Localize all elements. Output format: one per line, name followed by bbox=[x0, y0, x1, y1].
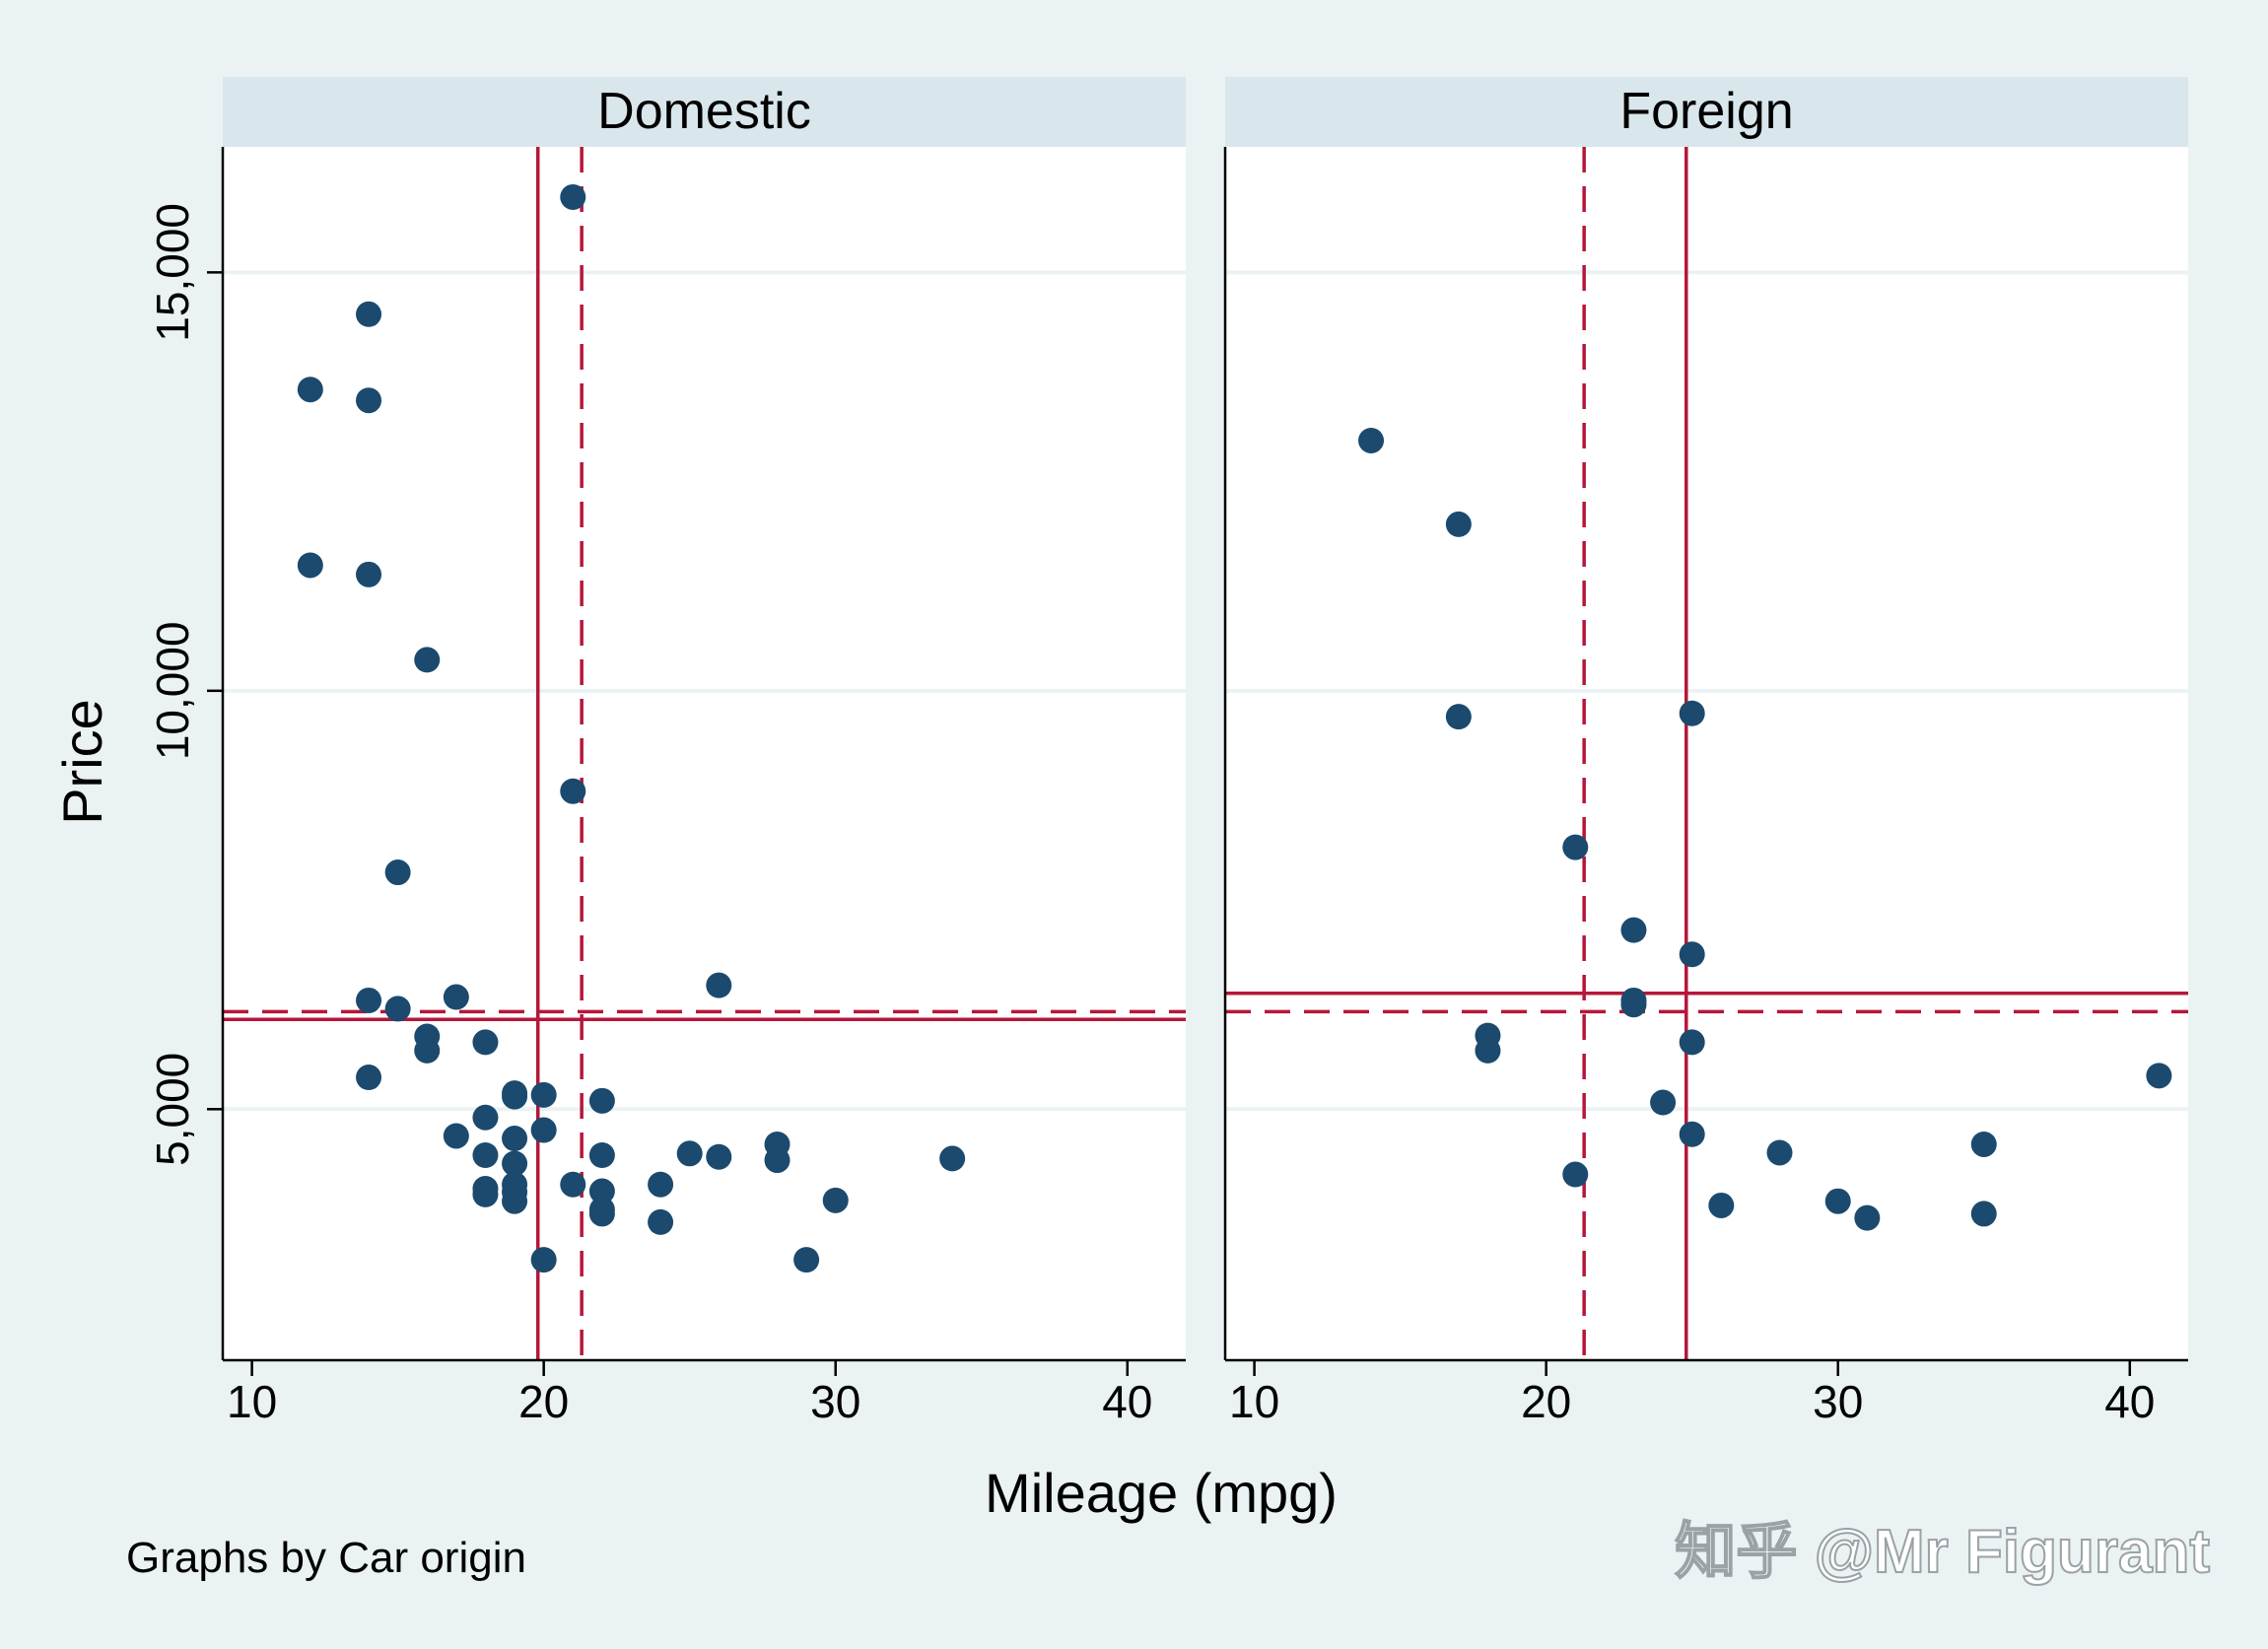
scatter-point bbox=[1620, 917, 1647, 943]
plot-area bbox=[223, 147, 1186, 1360]
scatter-point bbox=[384, 859, 411, 886]
scatter-point bbox=[706, 1143, 732, 1170]
scatter-point bbox=[706, 972, 732, 998]
scatter-point bbox=[588, 1142, 615, 1169]
panel-foreign: Foreign 10 20 30 40 bbox=[1223, 77, 2188, 1427]
x-tick-label: 40 bbox=[1102, 1376, 1152, 1427]
x-axis-title: Mileage (mpg) bbox=[985, 1462, 1338, 1524]
scatter-point bbox=[1358, 427, 1385, 453]
scatter-point bbox=[356, 561, 382, 587]
scatter-point bbox=[356, 987, 382, 1013]
scatter-point bbox=[560, 1171, 586, 1198]
y-tick-label: 10,000 bbox=[147, 621, 198, 760]
x-tick-label: 10 bbox=[227, 1376, 277, 1427]
x-tick-label: 40 bbox=[2104, 1376, 2155, 1427]
scatter-point bbox=[530, 1081, 557, 1108]
scatter-point bbox=[793, 1247, 820, 1273]
scatter-point bbox=[502, 1150, 528, 1177]
panel-title: Foreign bbox=[1619, 83, 1793, 140]
scatter-point bbox=[414, 647, 441, 673]
panel-strip bbox=[1225, 77, 2188, 147]
scatter-point bbox=[1970, 1131, 1997, 1157]
y-tick-label: 15,000 bbox=[147, 203, 198, 342]
scatter-point bbox=[588, 1201, 615, 1227]
scatter-point bbox=[530, 1117, 557, 1143]
scatter-point bbox=[356, 1065, 382, 1091]
scatter-point bbox=[1562, 1161, 1589, 1188]
scatter-point bbox=[472, 1029, 499, 1056]
scatter-point bbox=[1854, 1204, 1881, 1231]
scatter-point bbox=[560, 183, 586, 210]
scatter-point bbox=[443, 1123, 469, 1149]
scatter-point bbox=[443, 984, 469, 1010]
scatter-point bbox=[764, 1147, 790, 1174]
scatter-point bbox=[1679, 1029, 1705, 1056]
scatter-point bbox=[297, 552, 323, 579]
scatter-point bbox=[1679, 700, 1705, 726]
scatter-point bbox=[648, 1171, 674, 1198]
watermark: 知乎 @Mr Figurant bbox=[1675, 1518, 2210, 1586]
scatter-point bbox=[588, 1087, 615, 1114]
x-tick-label: 20 bbox=[1521, 1376, 1571, 1427]
scatter-point bbox=[356, 301, 382, 327]
scatter-point bbox=[2146, 1063, 2172, 1089]
scatter-point bbox=[530, 1247, 557, 1273]
scatter-point bbox=[648, 1208, 674, 1235]
scatter-point bbox=[1445, 704, 1472, 730]
scatter-point bbox=[1766, 1139, 1793, 1166]
scatter-point bbox=[502, 1126, 528, 1152]
scatter-point bbox=[676, 1140, 703, 1167]
chart-panels: Domestic 10 20 30 40 5,000 10,000 15,000 Foreign… bbox=[147, 77, 2188, 1427]
scatter-point bbox=[1679, 1121, 1705, 1147]
y-axis-title: Price bbox=[51, 699, 113, 825]
graph-note: Graphs by Car origin bbox=[126, 1534, 526, 1582]
scatter-point bbox=[502, 1083, 528, 1110]
x-tick-label: 10 bbox=[1229, 1376, 1279, 1427]
scatter-point bbox=[1650, 1089, 1677, 1116]
scatter-point bbox=[384, 996, 411, 1022]
panel-domestic: Domestic 10 20 30 40 5,000 10,000 15,000 bbox=[147, 77, 1186, 1427]
scatter-point bbox=[472, 1104, 499, 1131]
scatter-point bbox=[1562, 834, 1589, 860]
panel-strip bbox=[223, 77, 1186, 147]
y-tick-label: 5,000 bbox=[147, 1053, 198, 1166]
x-tick-label: 20 bbox=[518, 1376, 569, 1427]
scatter-point bbox=[1475, 1037, 1501, 1064]
scatter-point bbox=[1970, 1201, 1997, 1227]
scatter-point bbox=[1679, 941, 1705, 968]
scatter-point bbox=[1445, 511, 1472, 537]
scatter-point bbox=[502, 1188, 528, 1214]
scatter-point bbox=[822, 1187, 849, 1213]
scatter-point bbox=[1620, 992, 1647, 1018]
scatter-point bbox=[1708, 1192, 1735, 1218]
scatter-point bbox=[588, 1178, 615, 1204]
scatter-point bbox=[356, 387, 382, 414]
scatter-point bbox=[1824, 1188, 1851, 1214]
scatter-point bbox=[472, 1142, 499, 1169]
scatter-point bbox=[414, 1037, 441, 1064]
scatter-point bbox=[297, 377, 323, 403]
x-tick-label: 30 bbox=[810, 1376, 860, 1427]
x-tick-label: 30 bbox=[1813, 1376, 1863, 1427]
scatter-point bbox=[560, 778, 586, 804]
plot-area bbox=[1225, 147, 2188, 1360]
scatter-point bbox=[939, 1145, 966, 1172]
panel-title: Domestic bbox=[597, 83, 811, 140]
scatter-point bbox=[472, 1181, 499, 1207]
